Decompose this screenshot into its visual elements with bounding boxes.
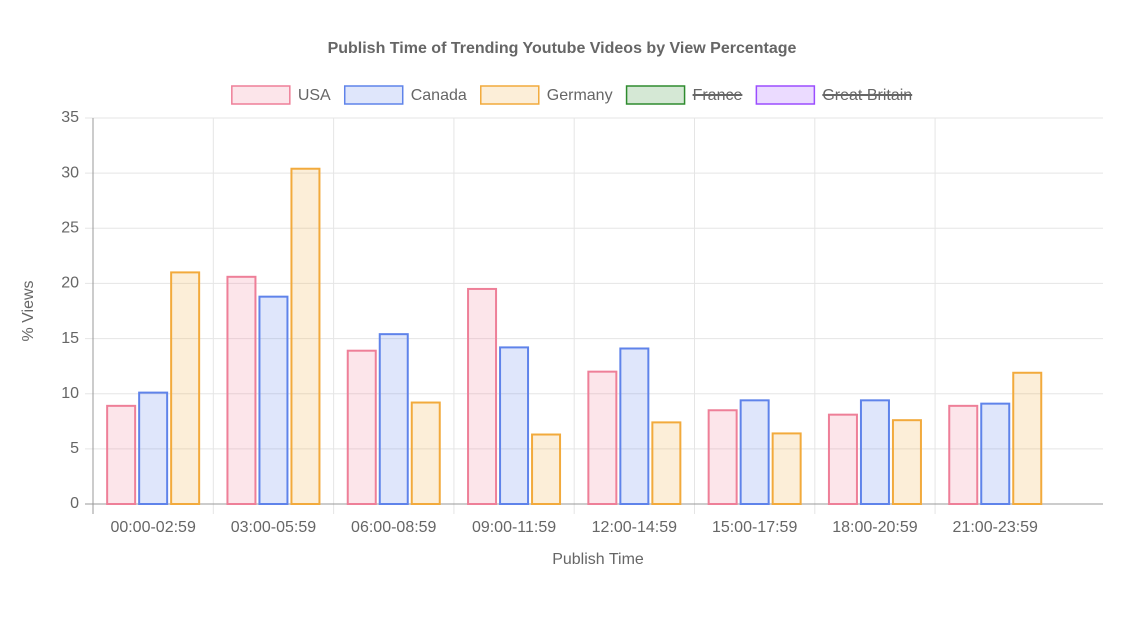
- chart-title: Publish Time of Trending Youtube Videos …: [328, 40, 797, 57]
- y-tick-label: 10: [61, 385, 79, 402]
- bar: [226, 275, 257, 505]
- y-tick-label: 35: [61, 109, 79, 126]
- bar: [467, 287, 498, 506]
- x-tick-label: 21:00-23:59: [953, 519, 1039, 536]
- x-tick-label: 12:00-14:59: [592, 519, 678, 536]
- bar: [378, 333, 409, 505]
- y-tick-label: 20: [61, 275, 79, 292]
- bar: [619, 347, 650, 505]
- bar: [258, 295, 289, 506]
- legend-swatch: [231, 85, 291, 105]
- bar: [980, 402, 1011, 506]
- x-tick-label: 00:00-02:59: [110, 519, 196, 536]
- bar: [346, 349, 377, 505]
- y-tick-label: 25: [61, 220, 79, 237]
- y-axis-title: % Views: [20, 280, 37, 341]
- x-tick-label: 15:00-17:59: [712, 519, 798, 536]
- bar: [827, 413, 858, 506]
- bar: [859, 399, 890, 505]
- y-tick-label: 5: [70, 440, 79, 457]
- x-tick-label: 09:00-11:59: [472, 519, 556, 536]
- bar: [587, 370, 618, 505]
- y-tick-label: 30: [61, 164, 79, 181]
- bar: [499, 346, 530, 505]
- bar: [106, 404, 137, 505]
- legend-swatch: [343, 85, 404, 105]
- x-tick-label: 18:00-20:59: [832, 519, 918, 536]
- bar: [290, 167, 321, 506]
- bar: [739, 399, 770, 505]
- bar: [1012, 371, 1043, 506]
- bar: [138, 391, 169, 505]
- bar: [651, 421, 682, 506]
- bar: [891, 419, 922, 506]
- legend-swatch: [625, 85, 686, 105]
- legend-label: Germany: [547, 87, 613, 104]
- x-axis-title: Publish Time: [552, 551, 644, 568]
- bar: [771, 432, 802, 505]
- legend-label: USA: [298, 87, 331, 104]
- y-tick-label: 15: [61, 330, 79, 347]
- bar: [707, 409, 738, 505]
- legend-swatch: [755, 85, 816, 105]
- x-tick-label: 03:00-05:59: [231, 519, 317, 536]
- legend-label: Canada: [411, 87, 467, 104]
- legend-swatch: [480, 85, 540, 105]
- bar: [170, 271, 201, 505]
- bar: [948, 404, 979, 505]
- bar: [410, 401, 441, 505]
- bar: [531, 433, 562, 505]
- x-tick-label: 06:00-08:59: [351, 519, 437, 536]
- y-tick-label: 0: [70, 495, 79, 512]
